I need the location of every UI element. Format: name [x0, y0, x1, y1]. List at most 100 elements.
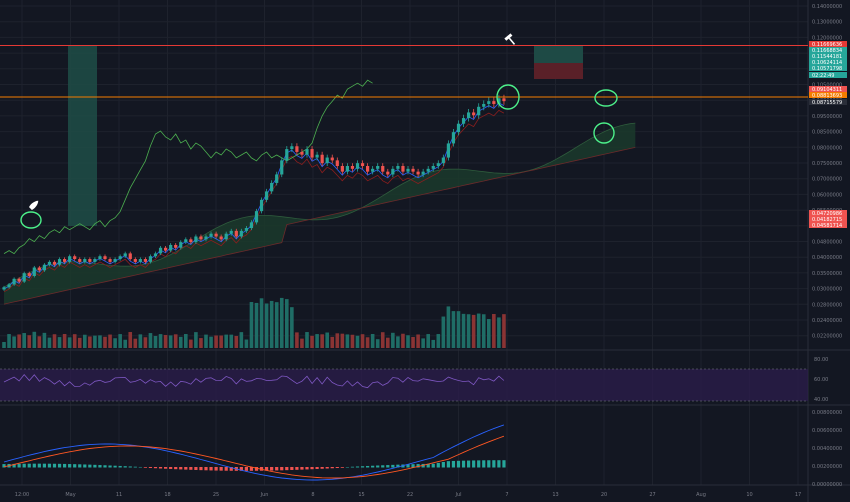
macd-histogram-bar — [441, 461, 445, 468]
time-axis-tick: 7 — [505, 492, 508, 498]
rsi-line — [3, 373, 505, 389]
volume-bar — [350, 334, 355, 348]
volume-bar — [249, 302, 254, 348]
candle-body — [244, 228, 248, 231]
candle-body — [169, 244, 173, 251]
candle-body — [340, 166, 344, 172]
candle-body — [376, 166, 380, 169]
macd-histogram-bar — [371, 465, 375, 468]
time-axis-tick: 27 — [649, 492, 655, 498]
price-tag-label: 0.11544181 — [812, 54, 842, 60]
price-axis[interactable]: 0.140000000.130000000.120000000.11500000… — [809, 4, 847, 488]
macd-histogram-bar — [426, 463, 430, 468]
macd-histogram-bar — [138, 466, 142, 468]
macd-histogram-bar — [184, 467, 188, 470]
macd-histogram-bar — [17, 463, 21, 468]
time-axis-tick: May — [65, 492, 75, 498]
annotation-marks — [20, 33, 618, 229]
macd-histogram-bar — [275, 467, 279, 471]
volume-bar — [401, 333, 405, 348]
macd-histogram-bar — [118, 465, 122, 468]
volume-bar — [224, 334, 228, 348]
volume-bar — [406, 335, 410, 348]
candle-body — [315, 154, 319, 158]
macd-histogram-bar — [280, 467, 284, 471]
candle-body — [118, 256, 122, 260]
volume-bar — [153, 335, 158, 348]
candle-body — [174, 244, 178, 248]
macd-histogram-bar — [12, 463, 16, 468]
candle-body — [254, 211, 259, 223]
volume-bar — [103, 336, 107, 348]
rocket-body — [29, 200, 39, 210]
macd-histogram-bar — [153, 467, 158, 469]
annotation-circle — [496, 84, 520, 110]
volume-bar — [416, 334, 420, 348]
candle-body — [229, 230, 233, 234]
tenkan-sen-line — [3, 102, 505, 290]
volume-bar — [461, 313, 466, 348]
volume-bar — [487, 319, 491, 348]
macd-histogram-bar — [93, 464, 97, 468]
time-axis-tick: 13 — [552, 492, 558, 498]
candle-body — [497, 98, 501, 104]
candle-body — [461, 118, 466, 124]
volume-bar — [380, 332, 385, 348]
time-axis-tick: 8 — [311, 492, 314, 498]
volume-bar — [234, 336, 239, 348]
macd-histogram-bar — [57, 463, 62, 468]
candle-body — [133, 259, 137, 262]
annotation-circle — [594, 89, 618, 107]
candle-body — [17, 278, 21, 282]
macd-histogram-bar — [128, 466, 132, 468]
candle-body — [199, 236, 203, 240]
time-axis-tick: Jul — [454, 492, 461, 498]
macd-histogram-bar — [345, 466, 349, 468]
candle-body — [502, 98, 506, 102]
volume-bar — [244, 339, 249, 348]
price-tag — [809, 86, 847, 92]
candle-body — [371, 168, 375, 172]
candle-body — [123, 253, 127, 257]
volume-bar — [300, 338, 304, 348]
volume-bar — [88, 336, 92, 348]
candle-body — [179, 242, 183, 248]
macd-histogram-bar — [335, 467, 339, 469]
time-axis-tick: Aug — [696, 492, 706, 498]
time-axis[interactable]: 12:00 May 11 18 25 Jun 8 15 22 Jul 7 13 20 27 Aug 10 17 — [15, 492, 801, 498]
candle-body — [184, 239, 188, 243]
macd-histogram-bar — [386, 465, 390, 468]
macd-histogram-bar — [189, 467, 193, 470]
price-tag — [809, 72, 847, 78]
candle-body — [98, 256, 102, 260]
price-tag-label: 0.10624114 — [812, 60, 842, 66]
candle-body — [78, 259, 82, 262]
volume-bar — [62, 334, 67, 348]
ichimoku-cloud — [3, 122, 636, 305]
time-axis-tick: 22 — [407, 492, 413, 498]
volume-bars — [2, 297, 506, 348]
horizontal-levels[interactable] — [0, 45, 808, 98]
volume-bar — [57, 337, 62, 348]
candle-body — [138, 259, 142, 262]
candle-body — [265, 191, 269, 200]
price-axis-tick: 0.08500000 — [812, 130, 842, 136]
price-axis-tick: 0.02400000 — [812, 318, 842, 324]
volume-bar — [7, 334, 11, 348]
volume-bar — [128, 332, 133, 348]
macd-histogram-bar — [52, 463, 57, 468]
candle-body — [360, 163, 365, 167]
candle-body — [270, 182, 274, 192]
highlight-zone — [68, 46, 97, 226]
candle-body — [259, 199, 264, 212]
candle-body — [350, 166, 355, 169]
macd-histogram-bar — [209, 467, 213, 471]
volume-bar — [305, 332, 309, 348]
candle-body — [446, 143, 450, 158]
volume-bar — [365, 337, 370, 348]
price-axis-tick: 0.08000000 — [812, 145, 842, 151]
macd-histogram-bar — [88, 464, 92, 468]
candle-body — [295, 146, 299, 152]
price-tag-label: 02:22:49 — [812, 73, 834, 79]
